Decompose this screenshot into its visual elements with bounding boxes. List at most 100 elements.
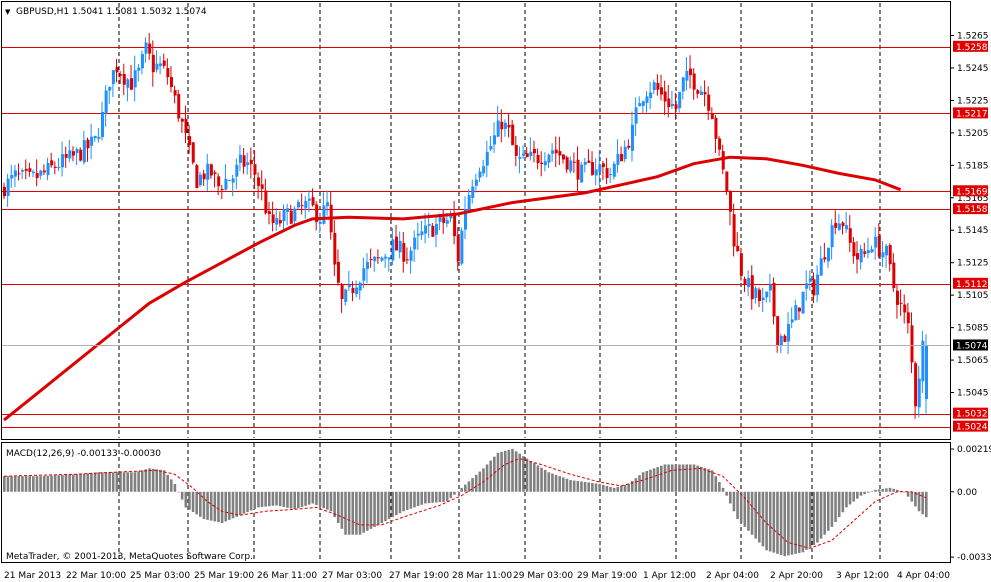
candle-body (191, 142, 195, 163)
candle-body (725, 171, 729, 192)
candle-body (779, 335, 783, 346)
macd-bar (670, 464, 674, 492)
candle-body (326, 202, 330, 207)
macd-bar (13, 476, 17, 492)
macd-bar (209, 491, 213, 521)
macd-bar (184, 491, 188, 508)
price-tag-label: 1.5158 (956, 205, 988, 215)
candle-body (689, 68, 693, 76)
macd-bar (660, 465, 663, 492)
macd-bar (395, 491, 398, 516)
macd-bar (82, 473, 86, 492)
candle-body (471, 186, 475, 198)
macd-bar (235, 491, 238, 517)
candle-body (616, 153, 620, 165)
macd-bar (627, 483, 630, 492)
macd-bar (467, 481, 471, 492)
macd-label: MACD(12,26,9) -0.00133 -0.00030 (6, 449, 161, 459)
price-tick-label: 1.5165 (957, 194, 989, 204)
candle-body (3, 186, 6, 197)
price-axis: 1.52651.52451.52251.52051.51851.51651.51… (950, 31, 989, 399)
candle-body (387, 257, 391, 260)
dropdown-icon[interactable]: ▼ (5, 8, 11, 16)
macd-bar (449, 491, 453, 499)
macd-bar (311, 491, 315, 504)
candle-body (413, 237, 417, 250)
candle-body (623, 146, 627, 160)
price-tick-label: 1.5125 (957, 259, 989, 269)
macd-bar (456, 491, 460, 492)
candle-body (61, 154, 65, 168)
candle-body (405, 259, 409, 261)
macd-bar (177, 491, 180, 493)
candle-body (376, 257, 380, 259)
candle-body (747, 277, 751, 287)
time-label: 29 Mar 03:00 (513, 571, 573, 581)
macd-bar (656, 467, 659, 492)
macd-bar (402, 491, 405, 512)
candle-body (543, 161, 547, 166)
candle-body (645, 96, 649, 104)
candle-body (101, 111, 105, 138)
macd-bar (191, 491, 195, 513)
candle-body (50, 160, 54, 166)
macd-bar (130, 472, 133, 492)
macd-bar (572, 480, 576, 492)
price-tick-label: 1.5045 (957, 389, 989, 399)
price-tag (953, 420, 988, 432)
macd-bar (663, 464, 667, 492)
candlestick-series (3, 33, 928, 419)
time-label: 1 Apr 12:00 (643, 571, 696, 581)
macd-bar (206, 491, 209, 520)
macd-bar (162, 470, 166, 492)
macd-bar (910, 491, 914, 502)
time-axis: 21 Mar 2013 22 Mar 10:00 25 Mar 03:00 25 Ma… (4, 571, 950, 581)
macd-bar (565, 478, 569, 492)
candle-body (870, 249, 874, 253)
macd-bar (93, 472, 97, 492)
macd-bar (104, 472, 108, 492)
candle-body (238, 154, 242, 163)
candle-body (772, 282, 776, 317)
candle-body (246, 162, 250, 166)
candle-body (365, 262, 369, 269)
macd-bar (195, 491, 198, 515)
time-label: 25 Mar 19:00 (194, 571, 254, 581)
candle-body (278, 220, 282, 224)
candle-body (895, 290, 899, 305)
price-tag (953, 407, 988, 419)
candle-body (431, 225, 435, 237)
macd-bar (892, 488, 895, 492)
candle-body (445, 220, 449, 224)
candle-body (199, 174, 203, 186)
candle-body (652, 82, 656, 91)
candle-body (409, 250, 413, 261)
candle-body (874, 236, 878, 248)
moving-average-line (3, 155, 902, 422)
candle-body (805, 283, 809, 289)
candle-body (681, 77, 685, 92)
candle-body (442, 217, 446, 223)
macd-bar (551, 473, 554, 492)
candle-body (478, 171, 482, 178)
candle-body (159, 63, 163, 67)
macd-bar (115, 472, 119, 492)
macd-bar (151, 468, 155, 492)
macd-bar (837, 491, 841, 518)
macd-bar (453, 491, 456, 495)
candle-body (562, 154, 566, 160)
candle-body (801, 291, 805, 314)
candle-body (336, 261, 340, 283)
macd-bar (540, 467, 543, 492)
macd-bar (496, 452, 500, 492)
macd-bar (434, 491, 438, 503)
candle-body (140, 53, 144, 69)
candle-body (877, 236, 881, 257)
candle-body (108, 86, 112, 91)
candle-body (53, 166, 57, 168)
candle-body (311, 197, 315, 206)
candle-body (13, 170, 17, 177)
candle-body (169, 77, 173, 88)
macd-bar (500, 451, 503, 492)
